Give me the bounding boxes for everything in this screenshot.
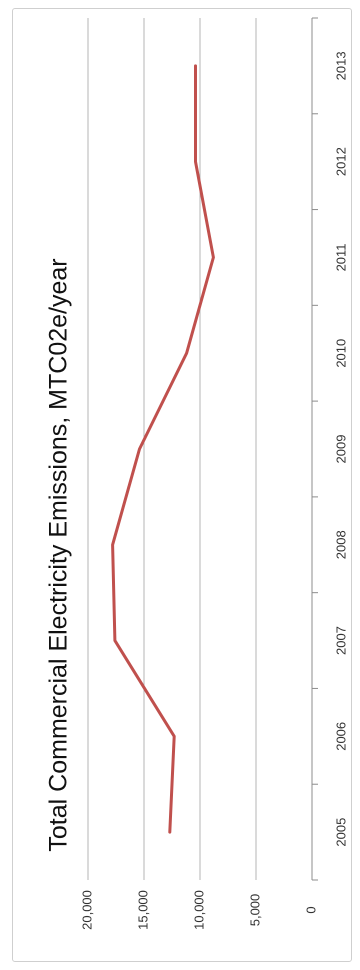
y-tick-label: 5,000 xyxy=(247,894,262,927)
series-line xyxy=(111,64,215,834)
series-group xyxy=(111,64,215,834)
x-tick-label: 2005 xyxy=(333,818,348,847)
x-tick-label: 2013 xyxy=(333,51,348,80)
x-tick-labels: 2005 2006 2007 2008 2009 2010 2011 2012 2013 xyxy=(333,51,348,846)
y-tick-label: 10,000 xyxy=(191,890,206,930)
x-tick-label: 2010 xyxy=(333,339,348,368)
x-tick-label: 2009 xyxy=(333,435,348,464)
category-axis xyxy=(311,17,318,881)
y-tick-label: 20,000 xyxy=(79,890,94,930)
x-tick-label: 2011 xyxy=(333,243,348,271)
chart-title: Total Commercial Electricity Emissions, … xyxy=(45,258,73,851)
x-tick-label: 2007 xyxy=(333,626,348,655)
gridlines xyxy=(87,18,257,880)
x-tick-label: 2008 xyxy=(333,530,348,559)
y-tick-label: 0 xyxy=(303,906,318,913)
x-tick-label: 2012 xyxy=(333,147,348,176)
y-tick-labels: 0 5,000 10,000 15,000 20,000 xyxy=(79,890,318,930)
x-tick-label: 2006 xyxy=(333,722,348,751)
y-tick-label: 15,000 xyxy=(135,890,150,930)
chart-frame xyxy=(12,8,352,962)
